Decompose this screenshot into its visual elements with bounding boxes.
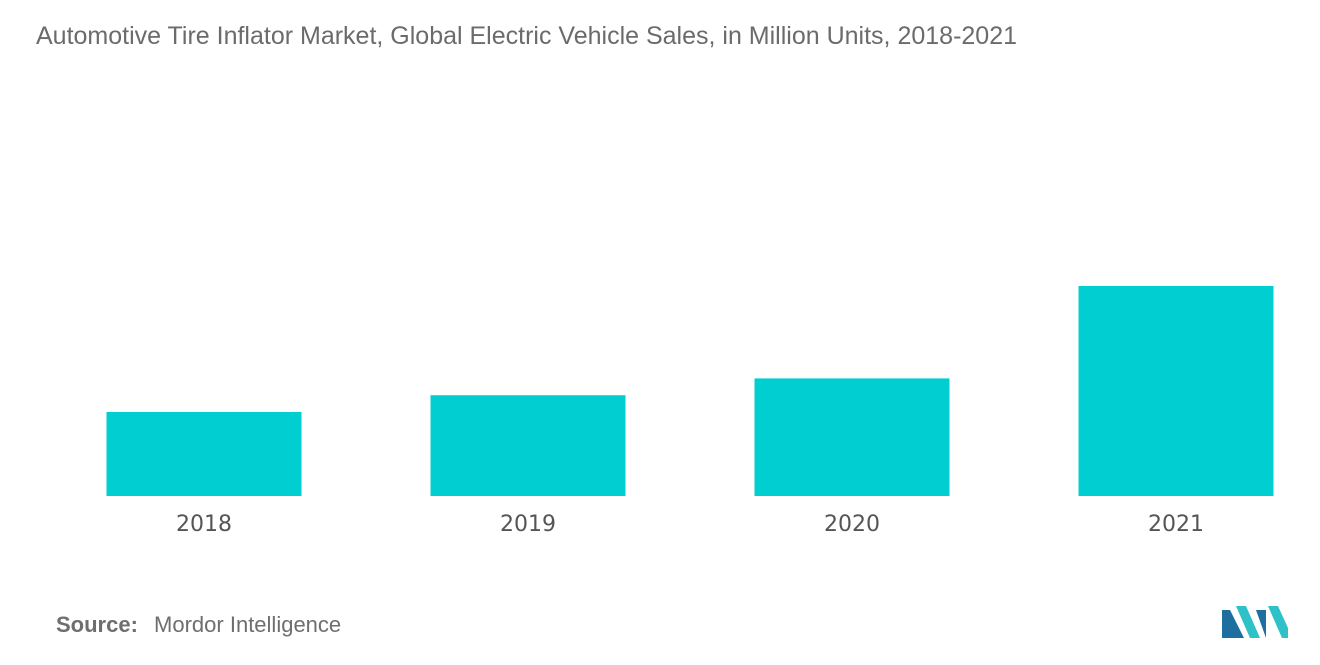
x-tick-label-2018: 2018	[176, 512, 232, 537]
x-tick-label-2020: 2020	[824, 512, 880, 537]
bar-2021	[1078, 286, 1274, 496]
bars-group	[106, 286, 1274, 496]
bar-chart: 2018 2019 2020 2021	[106, 286, 1274, 537]
bar-2020	[754, 378, 950, 496]
source-line: Source: Mordor Intelligence	[56, 612, 341, 638]
source-label: Source:	[56, 612, 138, 637]
x-axis-ticks: 2018 2019 2020 2021	[176, 512, 1204, 537]
chart-title: Automotive Tire Inflator Market, Global …	[36, 22, 1018, 50]
x-tick-label-2019: 2019	[500, 512, 556, 537]
x-tick-label-2021: 2021	[1148, 512, 1204, 537]
source-value: Mordor Intelligence	[154, 612, 342, 637]
mordor-logo-icon	[1222, 606, 1288, 638]
bar-2018	[106, 412, 302, 496]
bar-2019	[430, 395, 626, 496]
